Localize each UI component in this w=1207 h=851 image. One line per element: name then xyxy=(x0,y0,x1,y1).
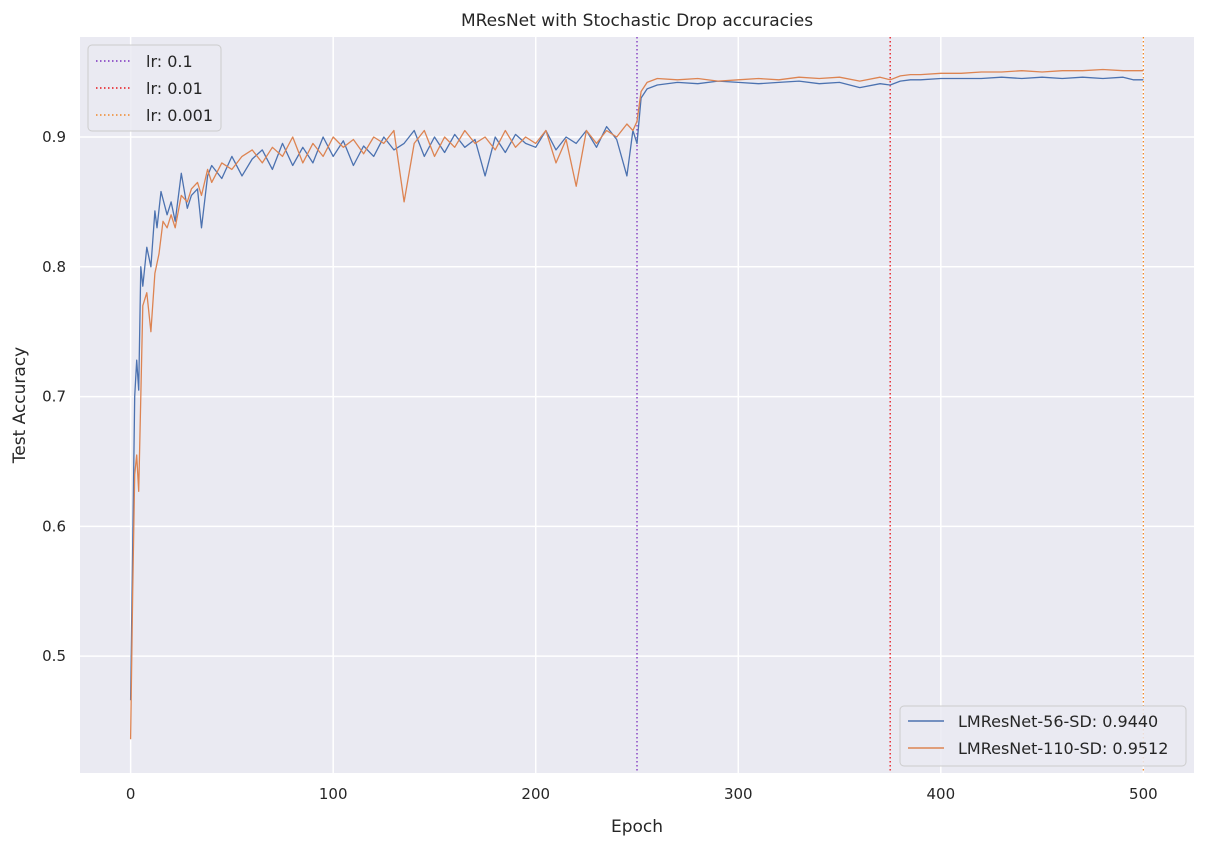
series-legend-box xyxy=(899,705,1187,767)
y-tick-label: 0.8 xyxy=(42,258,66,276)
y-tick-label: 0.5 xyxy=(42,647,66,665)
lr-legend-label-1: lr: 0.01 xyxy=(146,79,203,98)
lr-legend-label-2: lr: 0.001 xyxy=(146,106,213,125)
series-legend-label-1: LMResNet-110-SD: 0.9512 xyxy=(958,739,1168,758)
y-tick-label: 0.7 xyxy=(42,388,66,406)
lr-legend-box xyxy=(87,44,222,132)
series-line-0 xyxy=(129,76,1144,701)
x-tick-label: 100 xyxy=(319,785,348,803)
x-tick-label: 0 xyxy=(126,785,136,803)
series-legend: LMResNet-56-SD: 0.9440 LMResNet-110-SD: … xyxy=(899,705,1187,767)
lr-legend: lr: 0.1 lr: 0.01 lr: 0.001 xyxy=(87,44,222,132)
series-legend-label-0: LMResNet-56-SD: 0.9440 xyxy=(958,712,1158,731)
y-axis-label: Test Accuracy xyxy=(10,347,30,465)
x-tick-label: 500 xyxy=(1129,785,1158,803)
x-tick-label: 200 xyxy=(521,785,550,803)
x-axis-label: Epoch xyxy=(611,817,663,837)
y-tick-label: 0.6 xyxy=(42,517,66,535)
series-line-1 xyxy=(129,68,1144,740)
lr-legend-label-0: lr: 0.1 xyxy=(146,52,193,71)
x-tick-label: 400 xyxy=(926,785,955,803)
x-tick-label: 300 xyxy=(724,785,753,803)
chart-title: MResNet with Stochastic Drop accuracies xyxy=(461,11,813,31)
y-tick-label: 0.9 xyxy=(42,128,66,146)
